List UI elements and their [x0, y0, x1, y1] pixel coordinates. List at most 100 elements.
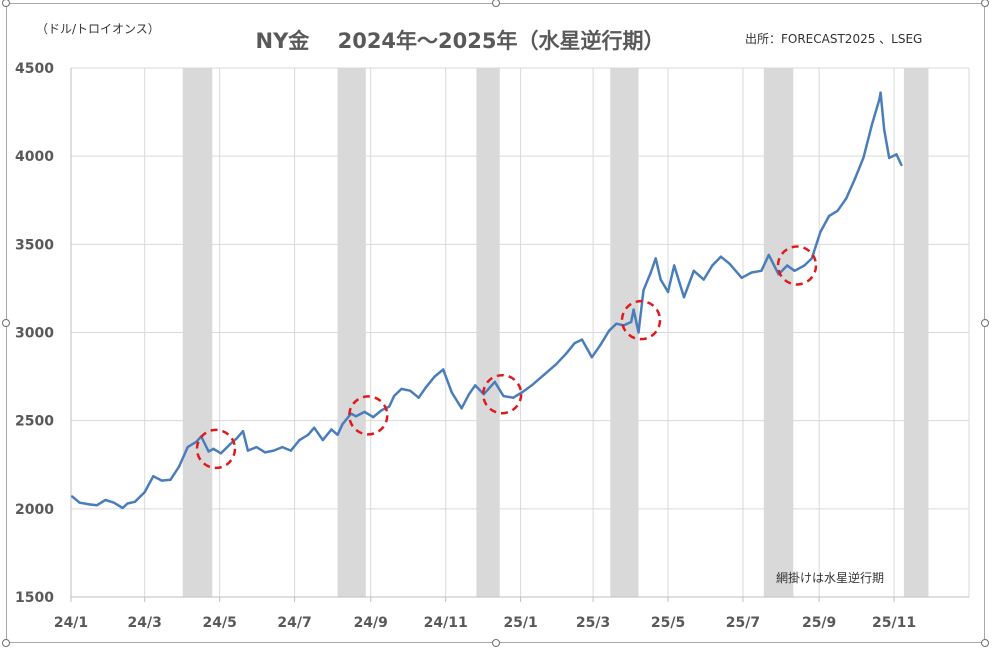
- data-point-85: [750, 271, 753, 274]
- x-tick-label-11: 25/11: [872, 615, 916, 631]
- data-point-92: [810, 257, 813, 260]
- y-tick-label-2: 2500: [15, 414, 54, 430]
- data-point-96: [844, 197, 848, 200]
- x-tick-label-1: 24/3: [128, 615, 162, 631]
- highlight-circles: [195, 245, 818, 470]
- data-point-66: [607, 329, 611, 332]
- data-point-78: [682, 296, 686, 299]
- unit-label: （ドル/トロイオンス）: [36, 22, 160, 36]
- data-point-60: [555, 363, 558, 366]
- data-point-59: [542, 373, 546, 377]
- highlight-circle-2: [348, 395, 389, 436]
- data-point-105: [900, 163, 903, 167]
- highlight-circle-5: [776, 245, 818, 286]
- data-point-41: [387, 405, 391, 408]
- data-point-22: [241, 430, 245, 433]
- data-point-61: [564, 352, 568, 355]
- y-tick-label-5: 4000: [15, 149, 54, 165]
- data-point-56: [512, 396, 515, 399]
- y-tick-label-4: 3500: [15, 237, 54, 253]
- highlight-circle-1: [195, 428, 237, 470]
- resize-handle-bottom-center[interactable]: [492, 639, 500, 647]
- resize-handle-top-right[interactable]: [981, 0, 989, 7]
- data-point-98: [862, 156, 865, 160]
- resize-handle-middle-right[interactable]: [981, 319, 989, 327]
- series-layer: [71, 91, 903, 510]
- data-point-1: [78, 501, 81, 504]
- data-point-75: [659, 278, 662, 281]
- data-point-73: [649, 271, 653, 274]
- x-tick-label-8: 25/5: [651, 615, 685, 631]
- x-tick-label-9: 25/7: [726, 615, 760, 631]
- data-point-64: [590, 355, 594, 359]
- data-point-70: [632, 308, 635, 311]
- y-tick-label-3: 3000: [15, 326, 54, 342]
- x-tick-label-3: 24/7: [277, 615, 311, 631]
- data-point-95: [836, 209, 839, 213]
- data-point-40: [380, 408, 383, 412]
- data-point-10: [152, 475, 155, 478]
- data-point-74: [654, 257, 657, 260]
- resize-handle-middle-left[interactable]: [2, 319, 10, 327]
- data-point-20: [229, 442, 232, 445]
- data-point-49: [450, 391, 454, 394]
- x-tick-label-4: 24/9: [354, 615, 388, 631]
- data-point-101: [879, 91, 882, 94]
- source-label: 出所：FORECAST2025 、LSEG: [745, 32, 922, 46]
- data-point-79: [692, 269, 696, 272]
- data-point-19: [219, 452, 223, 455]
- highlight-circle-3: [481, 373, 523, 415]
- data-point-103: [887, 156, 891, 160]
- data-point-25: [263, 451, 267, 454]
- data-point-37: [354, 415, 358, 418]
- data-point-81: [711, 264, 714, 267]
- data-point-54: [493, 380, 497, 384]
- data-point-26: [272, 449, 275, 452]
- gold-price-line: [71, 91, 903, 510]
- data-point-71: [637, 331, 640, 334]
- data-point-5: [112, 501, 116, 504]
- data-point-100: [878, 98, 881, 101]
- data-point-4: [104, 498, 107, 502]
- data-point-99: [870, 123, 874, 126]
- x-tick-label-6: 25/1: [503, 615, 537, 631]
- data-point-53: [482, 393, 485, 396]
- data-point-13: [177, 465, 181, 468]
- data-point-45: [417, 396, 420, 399]
- data-point-27: [281, 445, 284, 449]
- axes: 1500 2000 2500 3000 3500 4000 4500 24/1 24/3 24/5…: [15, 61, 969, 631]
- data-point-97: [853, 177, 856, 181]
- shading-note: 網掛けは水星逆行期: [776, 570, 884, 585]
- data-point-87: [767, 253, 770, 257]
- data-point-32: [321, 438, 325, 442]
- data-point-11: [160, 479, 164, 482]
- data-point-44: [408, 389, 412, 392]
- x-tick-label-10: 25/9: [802, 615, 836, 631]
- data-point-76: [666, 290, 670, 294]
- data-point-24: [255, 445, 258, 449]
- data-point-69: [629, 320, 633, 324]
- chart-title: NY金 2024年～2025年（水星逆行期）: [256, 29, 665, 53]
- data-point-72: [642, 288, 645, 292]
- data-point-83: [728, 262, 731, 265]
- resize-handle-bottom-left[interactable]: [2, 639, 10, 647]
- data-point-52: [473, 384, 477, 387]
- data-point-43: [400, 387, 403, 391]
- y-tick-label-1: 2000: [15, 502, 54, 518]
- data-point-77: [672, 264, 676, 267]
- data-point-35: [341, 422, 344, 426]
- resize-handle-bottom-right[interactable]: [981, 639, 989, 647]
- data-point-12: [169, 478, 172, 481]
- data-point-38: [363, 410, 366, 414]
- resize-handle-top-center[interactable]: [492, 0, 500, 7]
- x-tick-label-5: 24/11: [424, 615, 468, 631]
- data-point-55: [502, 394, 505, 398]
- data-point-63: [580, 338, 584, 341]
- data-point-29: [298, 438, 301, 442]
- x-tick-label-2: 24/5: [202, 615, 236, 631]
- resize-handle-top-left[interactable]: [2, 0, 10, 7]
- data-point-0: [71, 495, 74, 498]
- data-point-91: [803, 264, 806, 267]
- data-point-8: [133, 500, 137, 503]
